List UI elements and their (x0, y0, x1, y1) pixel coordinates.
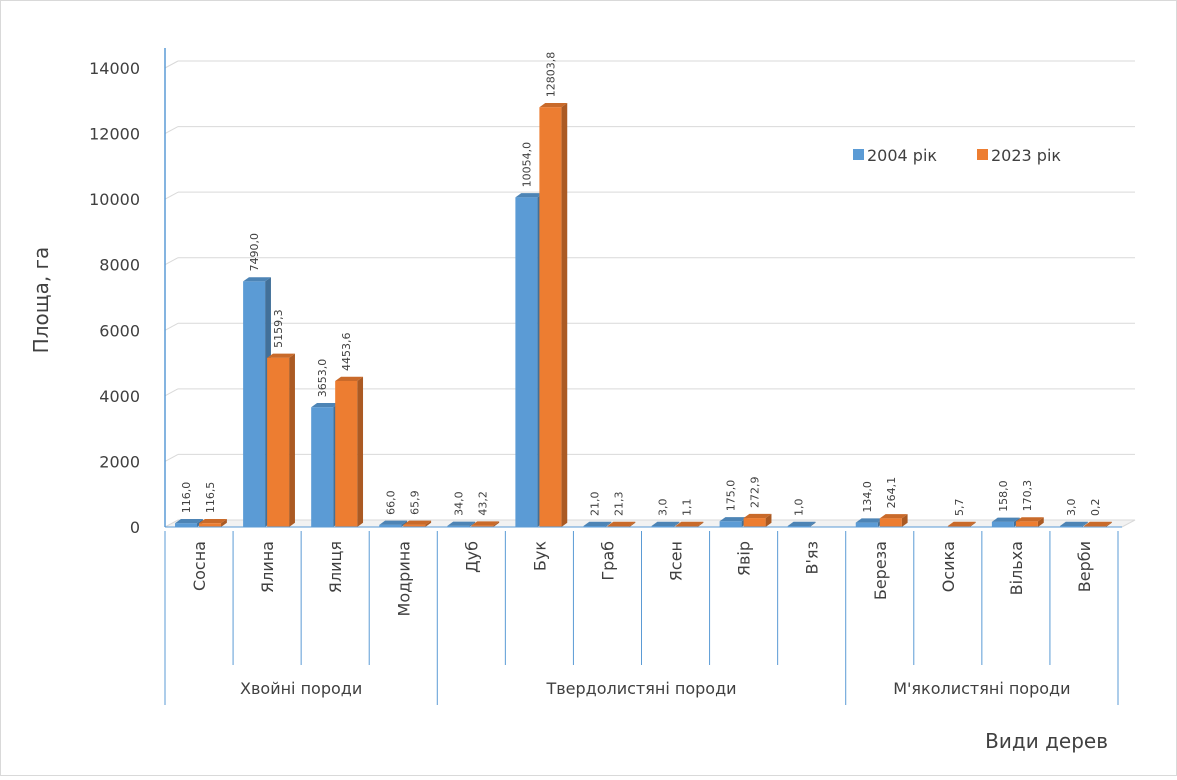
category-label: Явір (735, 541, 754, 576)
legend-label: 2004 рік (867, 146, 937, 165)
bar-2004-8 (719, 517, 748, 527)
bar-2023-2 (335, 376, 364, 527)
bar-2023-3 (403, 520, 432, 527)
data-label: 3653,0 (316, 359, 329, 398)
data-label: 1,1 (681, 499, 694, 517)
data-label: 66,0 (384, 490, 397, 515)
category-label: Модрина (394, 541, 413, 616)
category-label: Сосна (190, 541, 209, 591)
category-label: Ясен (667, 541, 686, 581)
y-tick-label: 6000 (99, 321, 140, 340)
y-tick-label: 4000 (99, 387, 140, 406)
gridline-depth (164, 257, 179, 266)
data-label: 175,0 (725, 480, 738, 512)
category-group-label: М'яколистяні породи (893, 679, 1070, 698)
data-label: 12803,8 (544, 52, 557, 98)
data-labels: 116,0 116,5 7490,0 5159,3 3653,0 4453,6 66,0 65… (180, 52, 1102, 516)
bar-2023-4 (471, 521, 500, 527)
data-label: 264,1 (885, 477, 898, 509)
legend-item: 2023 рік (977, 146, 1061, 165)
category-label: Береза (871, 541, 890, 600)
legend-swatch (853, 149, 864, 160)
category-label: Ялина (258, 541, 277, 593)
category-label: В'яз (803, 541, 822, 575)
gridline-depth (164, 126, 179, 135)
category-label: Ялиця (326, 541, 345, 593)
data-label: 10054,0 (520, 142, 533, 188)
data-label: 170,3 (1021, 480, 1034, 512)
chart-floor (164, 519, 1136, 528)
gridline-depth (164, 388, 179, 397)
bar-2004-4 (447, 521, 476, 527)
legend-label: 2023 рік (991, 146, 1061, 165)
x-axis-title: Види дерев (985, 729, 1108, 753)
category-label: Верби (1075, 541, 1094, 592)
data-label: 65,9 (408, 490, 421, 515)
data-label: 0,2 (1089, 499, 1102, 517)
data-label: 7490,0 (248, 233, 261, 272)
bar-2004-5 (515, 193, 544, 527)
bar-2004-12 (991, 517, 1020, 527)
y-tick-label: 8000 (99, 256, 140, 275)
bar-2023-8 (743, 513, 772, 527)
data-label: 43,2 (476, 491, 489, 516)
category-group-label: Твердолистяні породи (545, 679, 736, 698)
data-label: 3,0 (1065, 499, 1078, 517)
gridline-depth (164, 322, 179, 331)
bar-2004-1 (243, 277, 271, 527)
gridline-depth (164, 60, 179, 69)
data-label: 34,0 (452, 491, 465, 516)
category-label: Осика (939, 541, 958, 592)
category-label: Вільха (1007, 541, 1026, 595)
category-label: Граб (598, 541, 617, 581)
data-label: 116,0 (180, 482, 193, 514)
data-label: 5,7 (953, 499, 966, 517)
bar-2004-2 (311, 403, 340, 527)
category-axis: Сосна Ялина Ялиця Модрина Дуб Бук Граб Ясен Явір… (164, 526, 1122, 705)
category-label: Бук (530, 541, 549, 571)
gridline-depth (164, 453, 179, 462)
y-tick-label: 14000 (89, 59, 140, 78)
data-label: 21,3 (612, 492, 625, 517)
legend-swatch (977, 149, 988, 160)
y-tick-label: 0 (130, 518, 140, 537)
legend-item: 2004 рік (853, 146, 937, 165)
data-label: 272,9 (749, 477, 762, 509)
data-label: 21,0 (588, 492, 601, 517)
y-tick-label: 2000 (99, 452, 140, 471)
y-axis-title: Площа, га (29, 247, 53, 354)
data-label: 116,5 (204, 482, 217, 514)
bar-2023-1 (267, 353, 295, 527)
bar-2004-3 (379, 520, 408, 527)
bar-2023-12 (1015, 517, 1044, 527)
data-label: 5159,3 (272, 309, 285, 348)
data-label: 1,0 (793, 499, 806, 517)
data-label: 158,0 (997, 480, 1010, 512)
category-group-label: Хвойні породи (240, 679, 362, 698)
legend: 2004 рік 2023 рік (853, 146, 1061, 165)
bar-2004-10 (855, 518, 884, 527)
bar-2023-5 (539, 103, 568, 528)
category-label: Дуб (462, 541, 481, 573)
gridline-depth (164, 191, 179, 200)
data-label: 134,0 (861, 481, 874, 513)
y-tick-label: 10000 (89, 190, 140, 209)
data-label: 3,0 (657, 499, 670, 517)
bar-2023-0 (199, 518, 227, 527)
data-label: 4453,6 (340, 332, 353, 371)
bar-2023-10 (879, 514, 908, 527)
bars (175, 103, 1112, 528)
y-tick-label: 12000 (89, 125, 140, 144)
